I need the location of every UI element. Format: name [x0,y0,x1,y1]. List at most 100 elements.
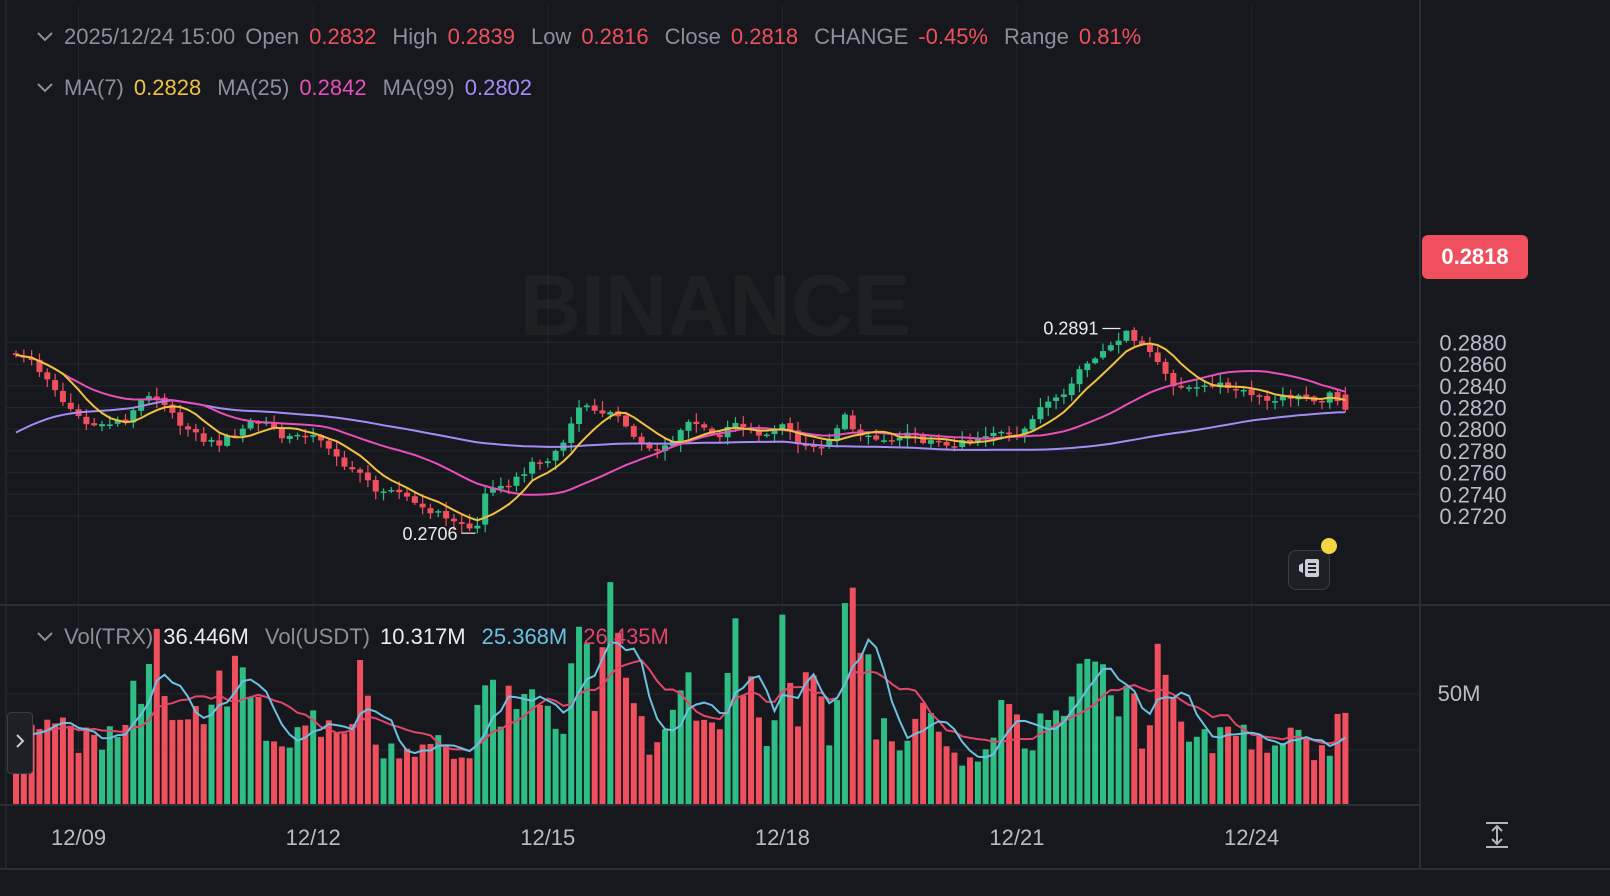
volume-bar [732,618,739,804]
candle [333,441,340,467]
candle [802,436,809,450]
volume-bar [247,697,254,804]
candle-body [1146,344,1153,352]
candle-body [435,511,442,513]
volume-bar [1225,726,1232,804]
volume-bar [912,718,919,804]
candle [1240,388,1247,397]
candle [310,427,317,443]
candles [13,327,1349,534]
volume-bar [622,677,629,804]
candle [435,509,442,518]
candle-body [654,449,661,451]
candle [607,410,614,420]
candle [1029,415,1036,432]
volume-bar [396,758,403,804]
volume-bar [536,704,543,804]
vol-usdt-label: Vol(USDT) [264,624,370,649]
candle-body [372,479,379,492]
volume-bar [372,744,379,804]
candle [865,434,872,445]
volume-bar [576,626,583,804]
volume-bar [708,722,715,804]
volume-bar [552,728,559,804]
volume-bar [1303,739,1310,804]
volume-bar [1287,727,1294,804]
volume-bar [826,745,833,804]
volume-bar [662,729,669,804]
candle [177,404,184,435]
candle-body [396,489,403,493]
chevron-right-icon [15,733,25,754]
volume-bar [1193,736,1200,804]
candle [216,432,223,453]
candle [450,514,457,531]
vol-y-tick-label: 50M [1438,681,1481,706]
candle [411,490,418,506]
x-tick-label: 12/21 [989,825,1044,850]
candle [67,393,74,412]
chevron-down-icon[interactable] [34,31,56,43]
volume-bar [294,727,301,804]
candle-body [255,422,262,424]
candle [576,400,583,433]
candle-body [771,430,778,435]
volume-bar [216,670,223,804]
candle-body [200,433,207,442]
candle [294,432,301,441]
volume-bar [1201,729,1208,804]
volume-bar [1342,712,1349,804]
volume-bar [380,758,387,804]
candle [583,403,590,412]
volume-bar [763,746,770,804]
volume-bar [779,614,786,804]
volume-ma5-line [15,637,1346,759]
volume-bar [474,704,481,804]
candle [114,416,121,427]
volume-bar [13,745,19,804]
volume-bar [122,725,129,804]
candle-body [904,432,911,439]
volume-bar [325,720,332,804]
candle-body [310,435,317,437]
volume-bar [834,699,841,804]
candle [591,398,598,415]
candle-body [1060,394,1067,397]
candle [1076,365,1083,393]
candle-body [607,411,614,415]
volume-bar [482,685,489,804]
vol-usdt-value: 10.317M [380,624,466,649]
volume-bar [388,743,395,804]
volume-ma10-line [15,659,1346,752]
candle-body [802,444,809,447]
chevron-down-icon[interactable] [34,631,56,643]
high-marker-label: 0.2891 [1043,318,1098,338]
candle-body [881,440,888,442]
candle-body [466,523,473,529]
volume-bar [208,704,215,804]
candle [888,433,895,446]
candle-body [865,435,872,438]
x-tick-label: 12/12 [286,825,341,850]
volume-bar [1013,714,1020,804]
volume-bar [458,757,465,804]
candle [810,439,817,453]
volume-bar [99,749,106,804]
volume-bar [669,709,676,804]
y-tick-label: 0.2740 [1439,482,1506,507]
candle-body [497,485,504,489]
candle-body [943,441,950,446]
candle-body [1053,397,1060,401]
expand-button[interactable] [1480,820,1514,854]
chevron-down-icon[interactable] [34,82,56,94]
candle [763,432,770,438]
candle-body [826,439,833,447]
candle [13,350,19,358]
candle [192,423,199,442]
notes-button[interactable] [1288,550,1330,590]
side-panel-handle[interactable] [7,712,33,774]
volume-bar [787,682,794,804]
volume-bar [1115,716,1122,804]
volume-bar [419,744,426,804]
